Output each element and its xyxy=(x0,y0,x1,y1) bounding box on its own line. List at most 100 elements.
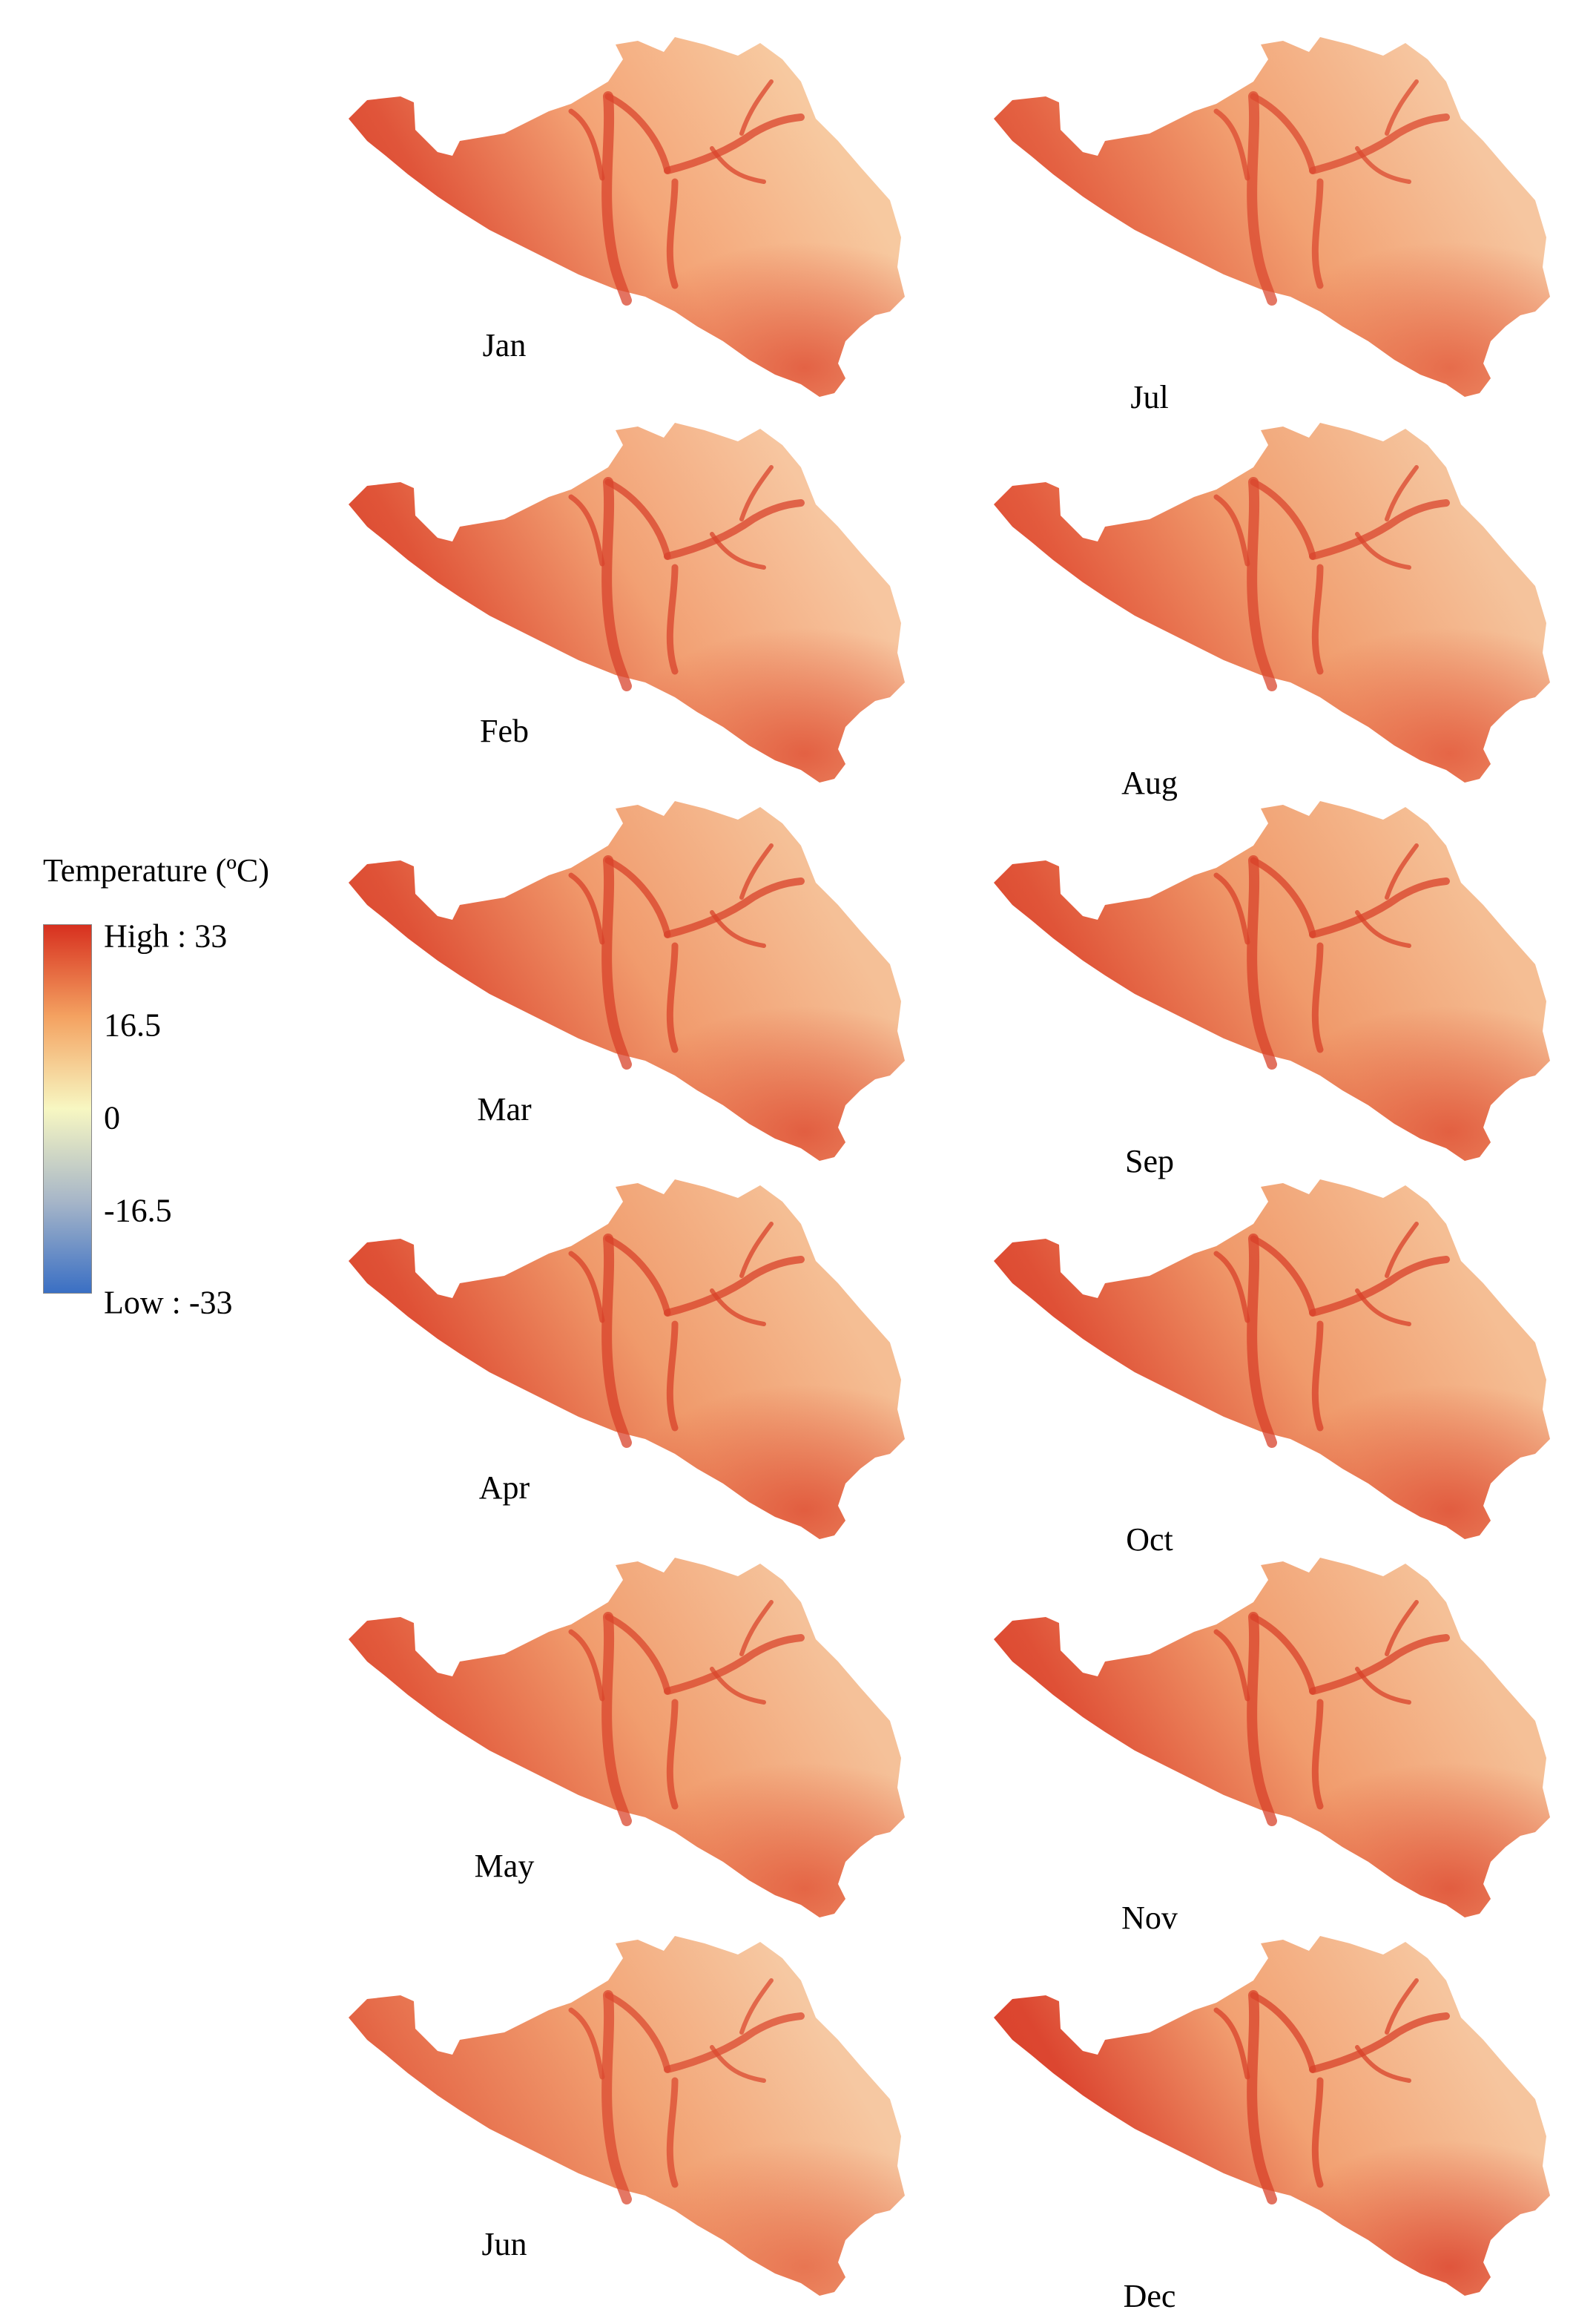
valley-line xyxy=(664,877,805,938)
temperature-map xyxy=(349,37,905,397)
valley-line xyxy=(1250,1235,1316,1317)
map-panel-sep: Sep xyxy=(972,794,1580,1179)
region-shading xyxy=(994,1558,1550,1917)
valley-line xyxy=(1311,1699,1324,1810)
valley-line xyxy=(739,1978,774,2035)
temperature-map xyxy=(994,423,1550,783)
valley-line xyxy=(1355,1667,1411,1705)
valley-line xyxy=(1309,877,1450,938)
valley-line xyxy=(666,942,679,1053)
valley-line xyxy=(1355,1288,1411,1326)
valley-line xyxy=(1385,1978,1419,2035)
temperature-map xyxy=(349,423,905,783)
temperature-map xyxy=(994,37,1550,397)
valley-line xyxy=(1247,1990,1277,2204)
valley-line xyxy=(1250,1613,1316,1695)
valley-line xyxy=(604,93,671,174)
valley-line xyxy=(666,2077,679,2188)
map-panel-dec: Dec xyxy=(972,1929,1580,2314)
legend-tick-0: 0 xyxy=(104,1099,120,1136)
valley-line xyxy=(568,1251,605,1323)
temperature-map xyxy=(994,801,1550,1161)
legend-color-ramp xyxy=(43,924,92,1294)
region-shading xyxy=(349,1558,905,1917)
valley-line xyxy=(710,910,766,948)
valley-line xyxy=(1213,1629,1250,1702)
valley-line xyxy=(1355,2045,1411,2083)
valley-line xyxy=(601,855,632,1070)
temperature-map xyxy=(994,1558,1550,1917)
map-panel-jun: Jun xyxy=(326,1929,934,2314)
map-panel-may: May xyxy=(326,1550,934,1936)
valley-line xyxy=(739,1600,774,1656)
map-panel-feb: Feb xyxy=(326,415,934,801)
valley-line xyxy=(1309,2012,1450,2073)
valley-line xyxy=(1213,2007,1250,2080)
legend-tick-16-5: 16.5 xyxy=(104,1007,161,1044)
temperature-map xyxy=(349,801,905,1161)
valley-line xyxy=(1311,178,1324,289)
valley-line xyxy=(604,857,671,938)
map-panel-apr: Apr xyxy=(326,1172,934,1558)
valley-line xyxy=(604,478,671,560)
valley-line xyxy=(601,1234,632,1448)
region-shading xyxy=(994,1179,1550,1539)
region-shading xyxy=(349,423,905,783)
valley-line xyxy=(601,1990,632,2204)
valley-line xyxy=(1355,146,1411,184)
month-label: Nov xyxy=(1121,1900,1178,1936)
temperature-map xyxy=(349,1179,905,1539)
valley-line xyxy=(1385,1600,1419,1656)
month-label: May xyxy=(474,1848,535,1884)
temperature-map xyxy=(349,1936,905,2296)
temperature-map xyxy=(994,1936,1550,2296)
valley-line xyxy=(1309,499,1450,560)
temperature-map xyxy=(349,1558,905,1917)
valley-line xyxy=(1385,843,1419,900)
valley-line xyxy=(666,564,679,675)
month-label: Jul xyxy=(1130,379,1169,415)
valley-line xyxy=(739,79,774,136)
legend-title: Temperature (ºC) xyxy=(43,852,269,889)
valley-line xyxy=(601,1612,632,1826)
map-panel-oct: Oct xyxy=(972,1172,1580,1558)
valley-line xyxy=(664,499,805,560)
legend-tick-low: Low : -33 xyxy=(104,1284,233,1321)
valley-line xyxy=(710,1667,766,1705)
valley-line xyxy=(666,178,679,289)
valley-line xyxy=(1213,872,1250,945)
map-panel-jul: Jul xyxy=(972,30,1580,415)
valley-line xyxy=(710,532,766,570)
valley-line xyxy=(604,1613,671,1695)
valley-line xyxy=(710,2045,766,2083)
valley-line xyxy=(1385,1222,1419,1278)
map-panel-mar: Mar xyxy=(326,794,934,1179)
region-shading xyxy=(349,37,905,397)
valley-line xyxy=(1355,910,1411,948)
valley-line xyxy=(664,113,805,174)
valley-line xyxy=(601,91,632,306)
valley-line xyxy=(568,1629,605,1702)
valley-line xyxy=(1247,1612,1277,1826)
valley-line xyxy=(1213,1251,1250,1323)
map-panel-jan: Jan xyxy=(326,30,934,415)
valley-line xyxy=(1213,494,1250,567)
month-label: Aug xyxy=(1121,765,1178,801)
valley-line xyxy=(1355,532,1411,570)
valley-line xyxy=(664,1634,805,1695)
valley-line xyxy=(568,108,605,181)
legend-tick-high: High : 33 xyxy=(104,918,228,955)
region-shading xyxy=(994,801,1550,1161)
valley-line xyxy=(1385,79,1419,136)
valley-line xyxy=(1247,477,1277,691)
valley-line xyxy=(664,2012,805,2073)
valley-line xyxy=(1247,1234,1277,1448)
temperature-map xyxy=(994,1179,1550,1539)
month-label: Oct xyxy=(1126,1521,1173,1558)
region-shading xyxy=(994,37,1550,397)
valley-line xyxy=(604,1992,671,2073)
valley-line xyxy=(666,1320,679,1432)
valley-line xyxy=(666,1699,679,1810)
valley-line xyxy=(1250,857,1316,938)
valley-line xyxy=(601,477,632,691)
